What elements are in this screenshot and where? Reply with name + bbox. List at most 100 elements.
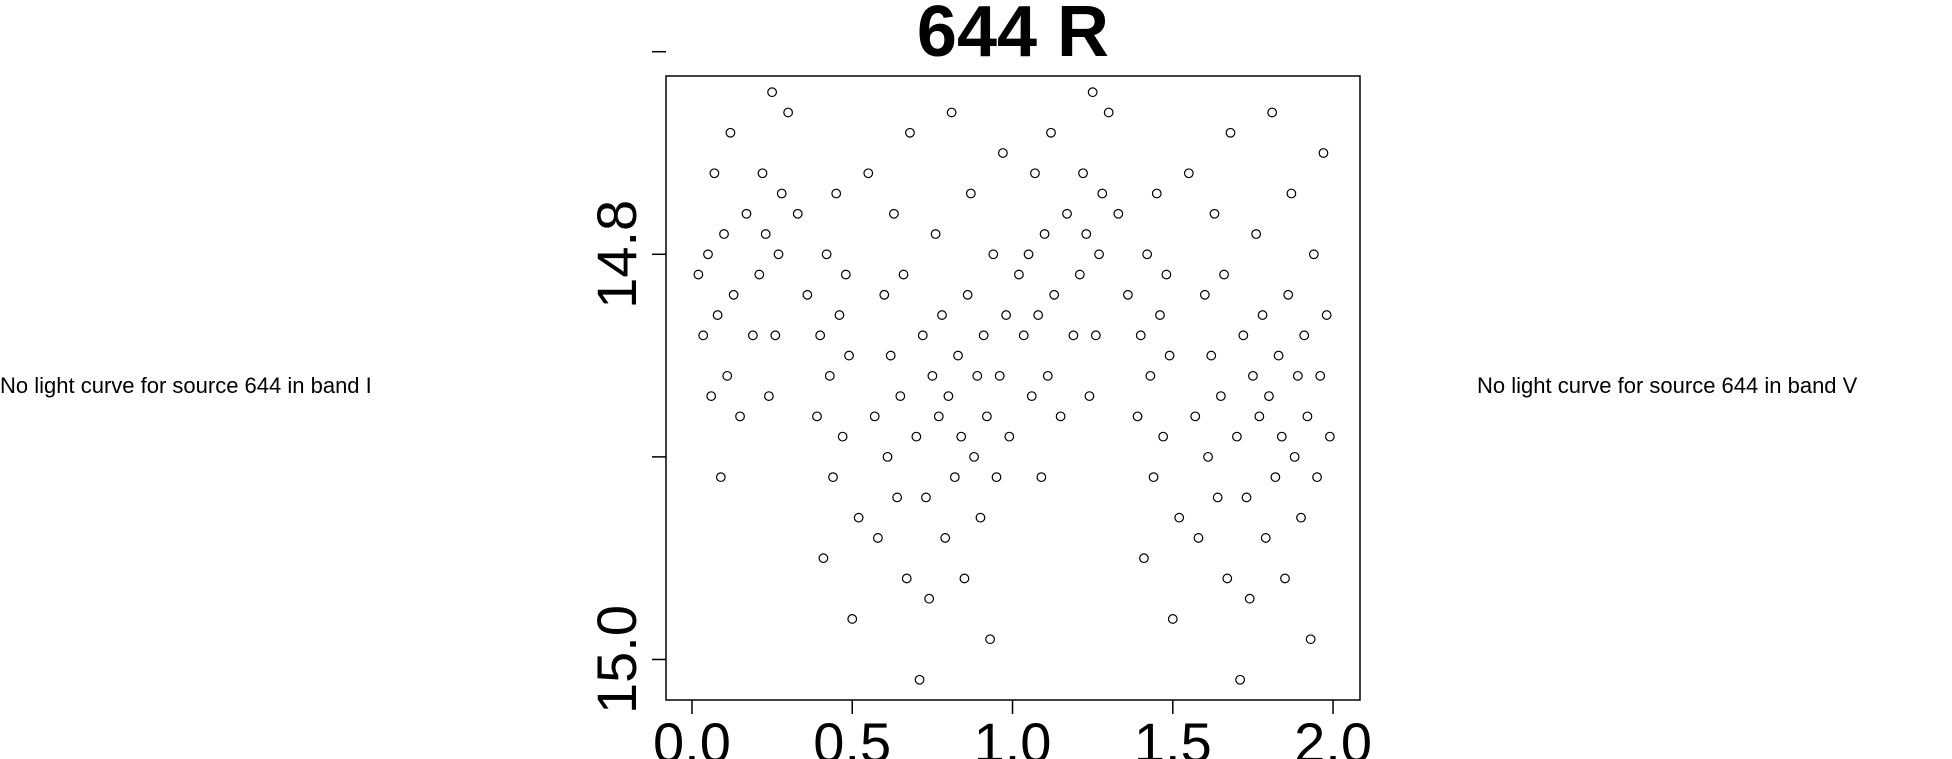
data-point xyxy=(1308,249,1319,260)
data-point xyxy=(728,289,739,300)
data-point xyxy=(1206,350,1217,361)
data-point xyxy=(1232,431,1242,442)
data-point xyxy=(991,472,1002,483)
data-point xyxy=(712,310,723,320)
data-point xyxy=(757,168,768,179)
data-point xyxy=(1254,411,1265,422)
data-point xyxy=(879,289,890,300)
data-point xyxy=(1199,289,1210,300)
data-point xyxy=(1222,573,1233,584)
data-point xyxy=(1190,411,1201,422)
data-point xyxy=(844,350,854,361)
data-point xyxy=(949,472,960,483)
data-point xyxy=(1280,573,1290,584)
data-point xyxy=(1183,168,1194,179)
data-point xyxy=(1030,168,1040,179)
data-point xyxy=(802,289,813,300)
data-point xyxy=(1299,330,1310,341)
data-point xyxy=(1033,310,1044,320)
y-tick-label: 15.0 xyxy=(585,605,648,714)
data-point xyxy=(853,512,864,523)
data-point xyxy=(776,188,787,199)
data-point xyxy=(946,107,957,118)
data-point xyxy=(1212,492,1223,503)
data-point xyxy=(1167,614,1178,624)
data-point xyxy=(969,451,979,462)
data-point xyxy=(956,431,967,442)
data-point xyxy=(1251,229,1262,239)
data-point xyxy=(831,188,842,199)
data-point xyxy=(1257,310,1268,320)
data-point xyxy=(1203,451,1213,462)
data-point xyxy=(943,391,954,402)
data-point xyxy=(1289,451,1300,462)
data-point xyxy=(1276,431,1287,442)
data-point xyxy=(962,289,973,300)
x-tick-label: 1.5 xyxy=(1134,711,1212,759)
data-point xyxy=(1302,411,1313,422)
data-point xyxy=(940,533,951,543)
data-point xyxy=(1155,310,1165,320)
data-point xyxy=(770,330,781,341)
data-point xyxy=(972,370,983,381)
data-point xyxy=(1225,127,1236,138)
data-point xyxy=(901,573,912,584)
data-point xyxy=(703,249,713,260)
data-point xyxy=(1273,350,1284,361)
data-point xyxy=(1270,472,1281,483)
data-point xyxy=(1264,391,1274,402)
data-point xyxy=(1215,391,1226,402)
data-point xyxy=(869,411,880,422)
data-point xyxy=(1161,269,1172,280)
data-point xyxy=(1248,370,1258,381)
data-point xyxy=(1158,431,1169,442)
data-point xyxy=(1238,330,1249,341)
data-point xyxy=(1018,330,1029,341)
left-note: No light curve for source 644 in band I xyxy=(0,373,372,398)
data-point xyxy=(698,330,709,341)
data-point xyxy=(1097,188,1108,199)
data-point xyxy=(1142,249,1153,260)
x-tick-label: 1.0 xyxy=(974,711,1052,759)
data-point xyxy=(1094,249,1104,260)
data-point xyxy=(1068,330,1079,341)
data-point xyxy=(1151,188,1162,199)
data-point xyxy=(1286,188,1297,199)
data-point xyxy=(741,208,752,219)
data-point xyxy=(1135,330,1146,341)
data-point xyxy=(1055,411,1066,422)
data-point xyxy=(715,472,726,483)
data-point xyxy=(889,208,899,219)
data-point xyxy=(709,168,720,179)
y-tick-label: 14.8 xyxy=(585,200,648,309)
data-point xyxy=(1312,472,1322,483)
data-point xyxy=(760,229,771,239)
data-point xyxy=(1315,370,1326,381)
data-point xyxy=(1164,350,1175,361)
data-point xyxy=(1084,391,1095,402)
data-point xyxy=(1193,533,1204,543)
data-point xyxy=(985,634,995,645)
data-point xyxy=(965,188,976,199)
data-point xyxy=(1292,370,1303,381)
data-point xyxy=(828,472,838,483)
data-point xyxy=(988,249,999,260)
data-point xyxy=(898,269,909,280)
data-point xyxy=(1305,634,1316,645)
right-note: No light curve for source 644 in band V xyxy=(1477,373,1858,398)
data-point xyxy=(895,391,906,402)
data-point xyxy=(911,431,922,442)
data-point xyxy=(763,391,774,402)
data-point xyxy=(818,553,829,564)
data-point xyxy=(1132,411,1143,422)
data-point xyxy=(837,431,848,442)
data-point xyxy=(872,533,883,543)
data-point xyxy=(994,370,1005,381)
data-point xyxy=(914,674,925,685)
data-point xyxy=(1078,168,1088,179)
data-point xyxy=(783,107,794,118)
data-point xyxy=(821,249,832,260)
chart-title: 644 R xyxy=(917,0,1109,72)
data-point xyxy=(933,411,944,422)
